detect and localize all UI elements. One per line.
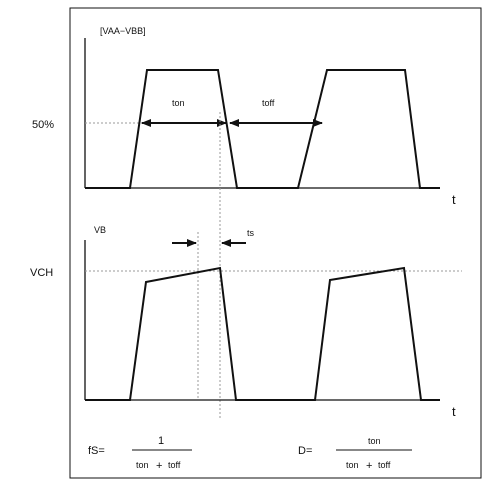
formula-d-lhs: D= (298, 445, 312, 457)
frequency-formula: fS= 1 ton + toff (88, 435, 192, 472)
figure-frame (69, 7, 482, 479)
formula-f-numerator: 1 (158, 435, 164, 447)
formula-d-den-b: toff (378, 460, 391, 470)
bottom-time-label: t (452, 404, 456, 419)
top-signal-label: [VAA−VBB] (100, 26, 146, 36)
formula-d-numerator: ton (368, 436, 381, 446)
formula-f-den-b: toff (168, 460, 181, 470)
fifty-percent-label: 50% (32, 119, 54, 131)
toff-label: toff (262, 98, 275, 108)
top-pulse-waveform (85, 69, 440, 189)
vch-label: VCH (30, 267, 53, 279)
formula-d-plus: + (366, 460, 372, 472)
ts-label: ts (247, 228, 255, 238)
bottom-signal-label: VB (94, 225, 106, 235)
ton-label: ton (172, 98, 185, 108)
formula-f-plus: + (156, 460, 162, 472)
top-time-label: t (452, 192, 456, 207)
formula-f-den-a: ton (136, 460, 149, 470)
formula-d-den-a: ton (346, 460, 359, 470)
formula-f-lhs: fS= (88, 445, 105, 457)
duty-cycle-formula: D= ton ton + toff (298, 436, 412, 472)
bottom-ramp-waveform (85, 266, 440, 401)
